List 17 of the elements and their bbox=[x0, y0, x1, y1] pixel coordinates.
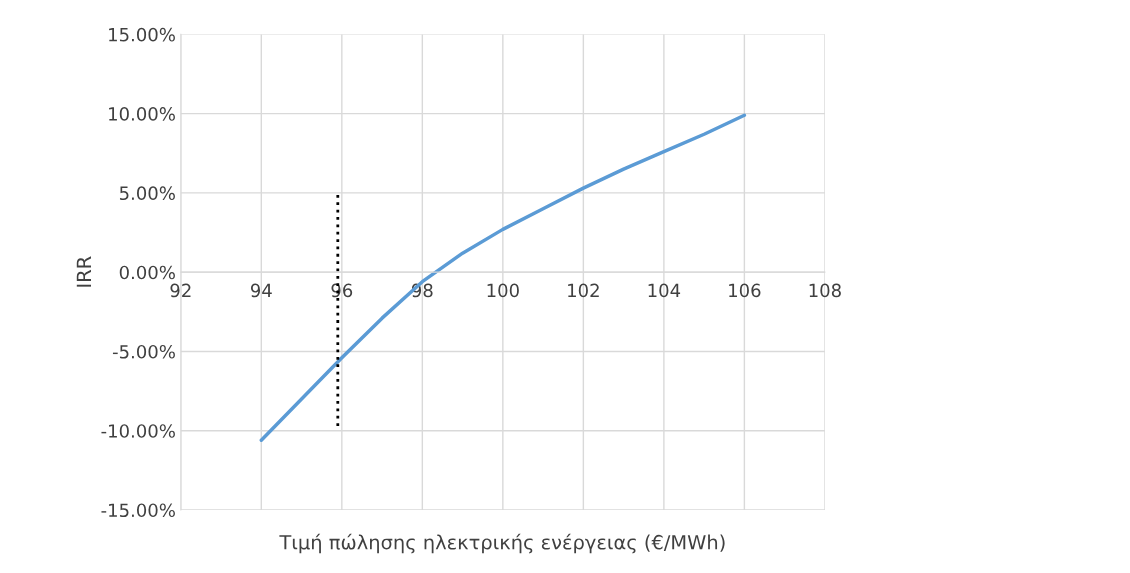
y-tick-label: 10.00% bbox=[109, 107, 175, 121]
y-tick-label: 15.00% bbox=[109, 27, 175, 42]
x-tick-label: 108 bbox=[809, 283, 841, 298]
y-tick-label: 5.00% bbox=[119, 186, 175, 201]
x-tick-label: 96 bbox=[331, 283, 353, 298]
x-tick-label: 102 bbox=[568, 283, 599, 298]
x-axis-title: Τιμή πώλησης ηλεκτρικής ενέργειας (€/MWh) bbox=[279, 533, 725, 554]
y-tick-label: -10.00% bbox=[101, 424, 175, 438]
x-tick-label: 106 bbox=[729, 283, 761, 298]
y-tick-label: -5.00% bbox=[112, 344, 175, 359]
y-tick-label: -15.00% bbox=[101, 503, 175, 518]
x-tick-label: 94 bbox=[250, 283, 272, 298]
x-tick-label: 92 bbox=[170, 283, 191, 298]
x-tick-label: 104 bbox=[648, 283, 681, 298]
y-tick-label: 0.00% bbox=[119, 265, 175, 280]
x-tick-label: 100 bbox=[487, 283, 519, 298]
y-axis-title: IRR bbox=[76, 256, 91, 287]
